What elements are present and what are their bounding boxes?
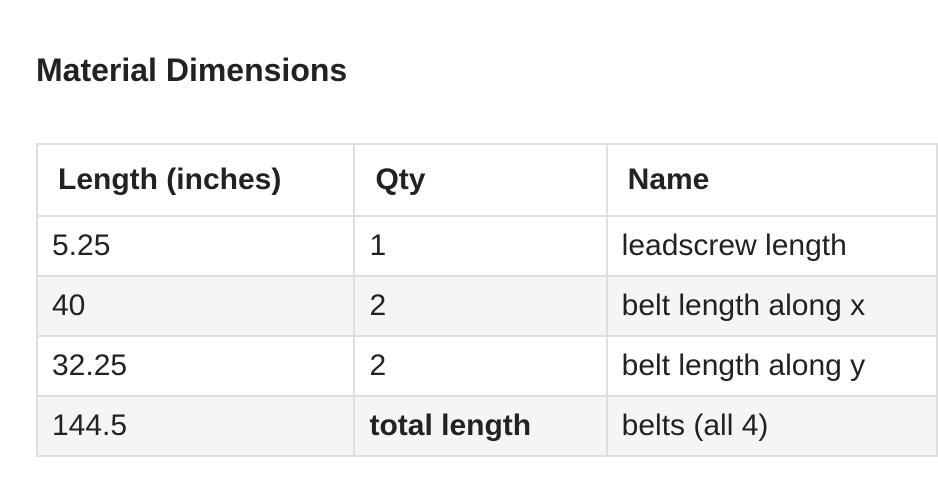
- table-row: 40 2 belt length along x: [35, 275, 938, 337]
- cell-qty: 1: [353, 215, 608, 277]
- cell-qty: total length: [353, 395, 608, 457]
- cell-length: 40: [35, 275, 356, 337]
- cell-length: 5.25: [35, 215, 356, 277]
- cell-name: belt length along x: [605, 275, 938, 337]
- section-title: Material Dimensions: [36, 52, 348, 88]
- cell-name: belts (all 4): [605, 395, 938, 457]
- cell-length: 144.5: [35, 395, 356, 457]
- header-length: Length (inches): [35, 143, 356, 217]
- cell-qty: 2: [353, 275, 608, 337]
- cell-qty: 2: [353, 335, 608, 397]
- header-name: Name: [605, 143, 938, 217]
- header-row: Length (inches) Qty Name: [35, 143, 938, 217]
- header-qty: Qty: [353, 143, 608, 217]
- cell-name: leadscrew length: [605, 215, 938, 277]
- table-row: 144.5 total length belts (all 4): [35, 395, 938, 457]
- table-row: 5.25 1 leadscrew length: [35, 215, 938, 277]
- material-table: Length (inches) Qty Name 5.25 1 leadscre…: [35, 143, 938, 457]
- cell-length: 32.25: [35, 335, 356, 397]
- cell-name: belt length along y: [605, 335, 938, 397]
- table-row: 32.25 2 belt length along y: [35, 335, 938, 397]
